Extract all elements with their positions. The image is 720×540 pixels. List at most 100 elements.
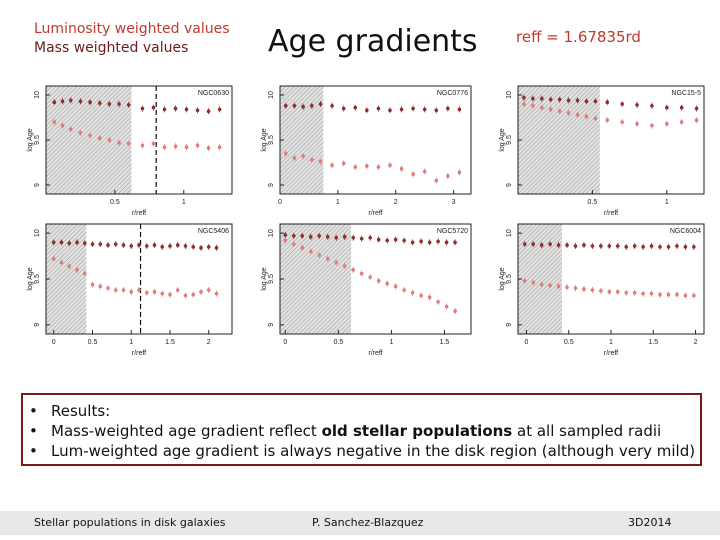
mass-point <box>599 244 603 248</box>
lum-point <box>410 290 415 295</box>
mass-point <box>283 233 288 237</box>
x-tick-label: 0.5 <box>88 339 98 346</box>
mass-point <box>308 235 313 239</box>
shaded-region <box>280 224 352 334</box>
x-tick-label: 1 <box>129 339 133 346</box>
mass-point <box>365 108 369 113</box>
shaded-region <box>46 224 87 334</box>
lum-point <box>683 293 688 298</box>
lum-point <box>675 292 679 297</box>
lum-point <box>399 167 404 171</box>
mass-point <box>399 107 404 112</box>
x-axis-label: r/reff <box>604 210 618 217</box>
lum-point <box>641 291 645 296</box>
mass-point <box>531 242 536 246</box>
y-axis-label: log Age <box>261 128 268 151</box>
x-tick-label: 1.5 <box>648 339 658 346</box>
mass-point <box>301 104 305 109</box>
lum-point <box>52 120 57 124</box>
y-tick-label: 9.5 <box>506 274 513 284</box>
mass-point <box>548 97 553 102</box>
mass-point <box>334 235 339 240</box>
lum-point <box>607 290 612 294</box>
mass-point <box>557 97 562 102</box>
mass-point <box>60 99 65 104</box>
mass-point <box>214 246 219 250</box>
y-tick-label: 9 <box>506 183 513 187</box>
mass-point <box>59 240 64 245</box>
lum-point <box>291 242 296 246</box>
bullet: • <box>29 422 38 440</box>
lum-point <box>129 290 134 294</box>
shaded-region <box>280 86 324 194</box>
lum-point <box>206 146 211 150</box>
mass-point <box>359 236 364 241</box>
lum-point <box>694 118 699 122</box>
bullet: • <box>29 442 38 460</box>
mass-point <box>434 108 439 113</box>
mass-point <box>82 241 87 246</box>
lum-point <box>175 288 180 292</box>
galaxy-name: NGC6004 <box>670 228 701 235</box>
mass-point <box>666 245 671 249</box>
lum-point <box>666 292 671 297</box>
lum-point <box>582 287 586 291</box>
galaxy-name: NGC5720 <box>437 228 468 235</box>
lum-point <box>446 174 450 178</box>
shaded-region <box>518 224 562 334</box>
y-axis-label: log Age <box>27 267 34 290</box>
y-tick-label: 9 <box>34 323 41 327</box>
mass-point <box>342 235 347 239</box>
legend-mass: Mass weighted values <box>34 40 189 56</box>
mass-point <box>539 243 544 247</box>
mass-point <box>69 98 73 103</box>
lum-point <box>436 300 440 304</box>
legend: Luminosity weighted values Mass weighted… <box>34 20 230 58</box>
mass-point <box>457 107 462 112</box>
mass-point <box>160 245 165 249</box>
mass-point <box>679 105 684 110</box>
mass-point <box>427 240 432 245</box>
lum-point <box>59 260 64 265</box>
mass-point <box>162 107 167 112</box>
y-axis-label: log Age <box>499 267 506 290</box>
results-text: Mass-weighted age gradient reflect <box>51 422 322 440</box>
mass-point <box>385 238 389 243</box>
footer-right: 3D2014 <box>628 516 672 529</box>
lum-point <box>422 169 427 174</box>
lum-point <box>393 284 398 289</box>
mass-point <box>665 105 669 110</box>
lum-point <box>368 275 372 279</box>
lum-point <box>162 145 167 149</box>
y-axis-label: log Age <box>27 128 34 151</box>
mass-point <box>121 243 126 247</box>
lum-point <box>152 290 157 294</box>
y-axis-label: log Age <box>499 128 506 151</box>
footer-left: Stellar populations in disk galaxies <box>34 516 226 529</box>
mass-point <box>368 235 372 240</box>
mass-point <box>393 237 398 242</box>
y-tick-label: 9.5 <box>268 274 275 284</box>
lum-point <box>665 122 669 126</box>
y-tick-label: 10 <box>34 91 41 99</box>
results-text: Lum-weighted age gradient is always nega… <box>51 442 696 460</box>
lum-point <box>98 284 103 289</box>
lum-point <box>334 260 339 265</box>
lum-point <box>137 288 141 292</box>
lum-point <box>649 291 654 296</box>
lum-point <box>113 288 118 292</box>
x-tick-label: 0 <box>52 339 56 346</box>
x-tick-label: 0 <box>283 339 287 346</box>
lum-point <box>97 136 102 140</box>
x-tick-label: 0 <box>278 199 282 206</box>
mass-point <box>635 103 639 107</box>
y-tick-label: 9.5 <box>268 135 275 145</box>
y-tick-label: 9 <box>268 323 275 327</box>
y-tick-label: 9 <box>34 183 41 187</box>
x-axis-label: r/reff <box>368 350 382 357</box>
lum-point <box>317 253 322 257</box>
mass-point <box>183 244 188 248</box>
mass-point <box>97 101 102 105</box>
panel-ngc15-5: 0.5 1 9 9.5 10 log Age r/reff NGC15-5 <box>499 85 705 217</box>
lum-point <box>82 271 87 276</box>
